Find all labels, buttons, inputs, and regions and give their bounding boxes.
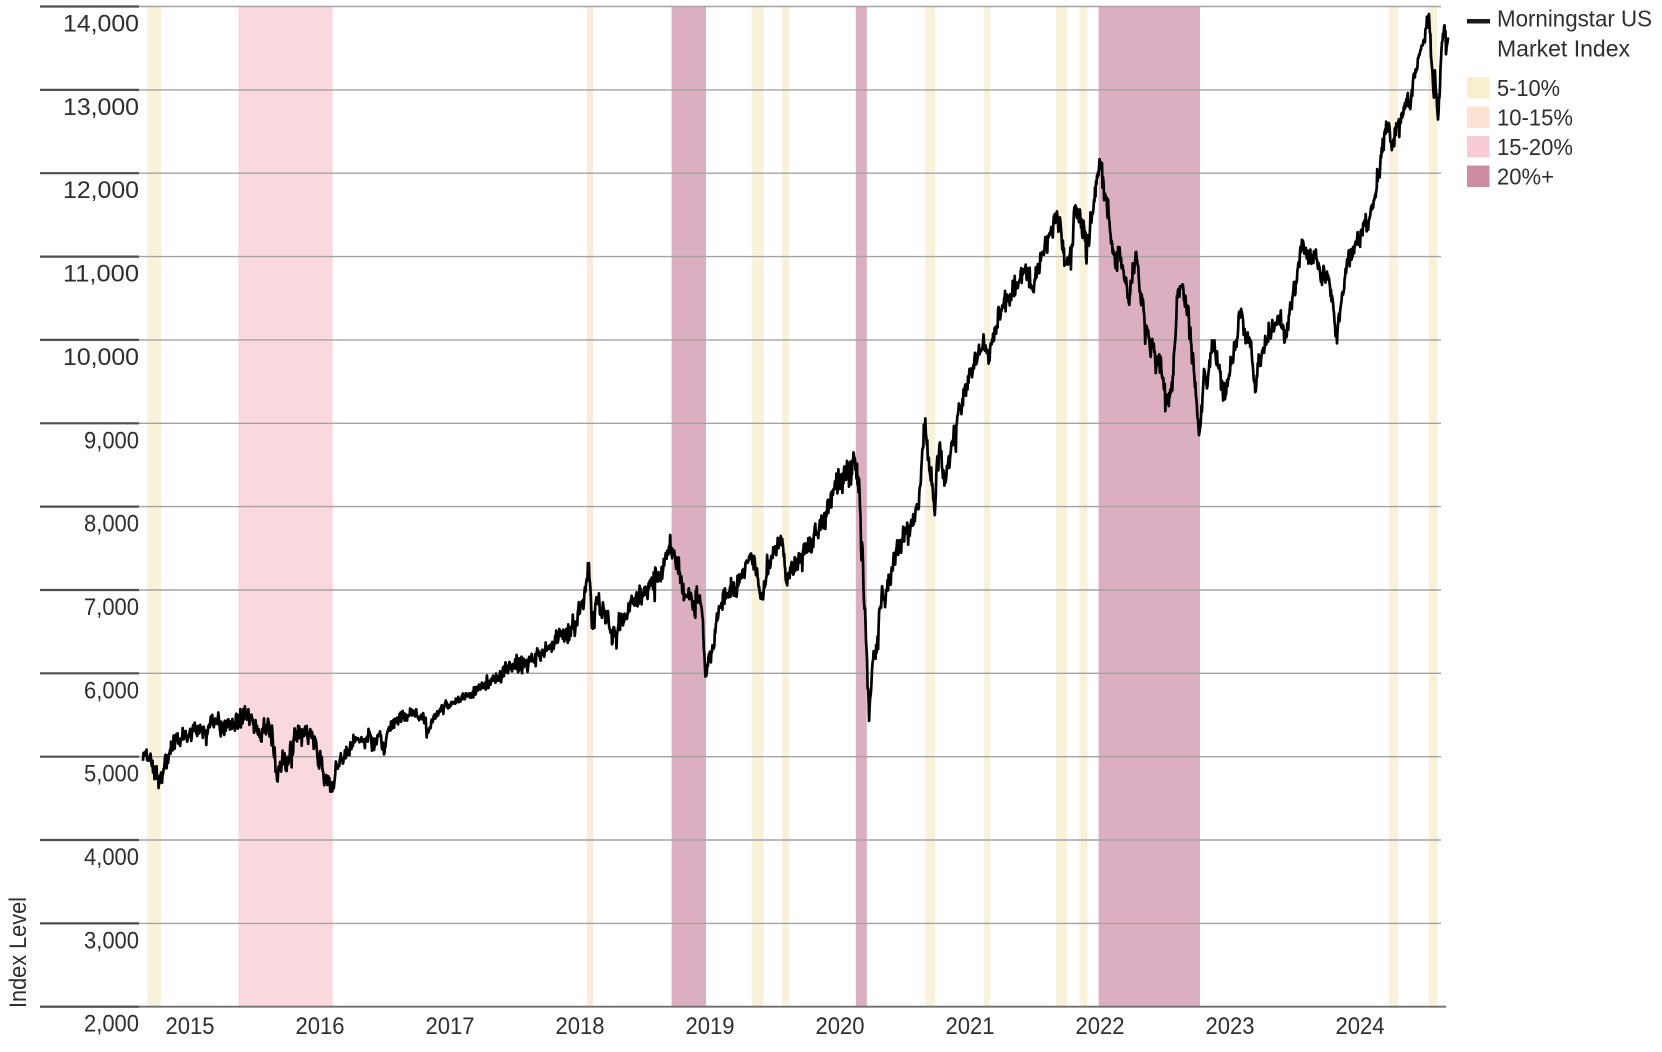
svg-text:2024: 2024 [1336, 1013, 1385, 1040]
svg-text:9,000: 9,000 [84, 427, 139, 454]
svg-text:2021: 2021 [946, 1013, 995, 1040]
svg-text:10,000: 10,000 [63, 344, 139, 371]
svg-text:4,000: 4,000 [84, 844, 139, 871]
svg-text:2018: 2018 [556, 1013, 605, 1040]
svg-text:2016: 2016 [296, 1013, 345, 1040]
svg-text:Index Level: Index Level [5, 897, 32, 1008]
svg-text:10-15%: 10-15% [1497, 105, 1573, 131]
svg-text:Morningstar US: Morningstar US [1497, 6, 1652, 32]
svg-text:2017: 2017 [426, 1013, 475, 1040]
svg-text:2019: 2019 [686, 1013, 735, 1040]
svg-text:2020: 2020 [816, 1013, 865, 1040]
svg-text:5,000: 5,000 [84, 761, 139, 788]
svg-text:7,000: 7,000 [84, 594, 139, 621]
svg-text:5-10%: 5-10% [1497, 75, 1560, 101]
svg-text:8,000: 8,000 [84, 511, 139, 538]
svg-text:12,000: 12,000 [63, 177, 139, 204]
svg-text:20%+: 20%+ [1497, 164, 1554, 190]
svg-text:2015: 2015 [166, 1013, 215, 1040]
svg-text:13,000: 13,000 [63, 94, 139, 121]
svg-text:2,000: 2,000 [84, 1011, 139, 1038]
svg-text:3,000: 3,000 [84, 927, 139, 954]
svg-text:2023: 2023 [1206, 1013, 1255, 1040]
svg-text:2022: 2022 [1076, 1013, 1125, 1040]
svg-text:14,000: 14,000 [63, 11, 139, 38]
svg-text:Market Index: Market Index [1497, 36, 1630, 62]
svg-text:15-20%: 15-20% [1497, 134, 1573, 160]
svg-text:6,000: 6,000 [84, 677, 139, 704]
svg-text:11,000: 11,000 [63, 261, 139, 288]
